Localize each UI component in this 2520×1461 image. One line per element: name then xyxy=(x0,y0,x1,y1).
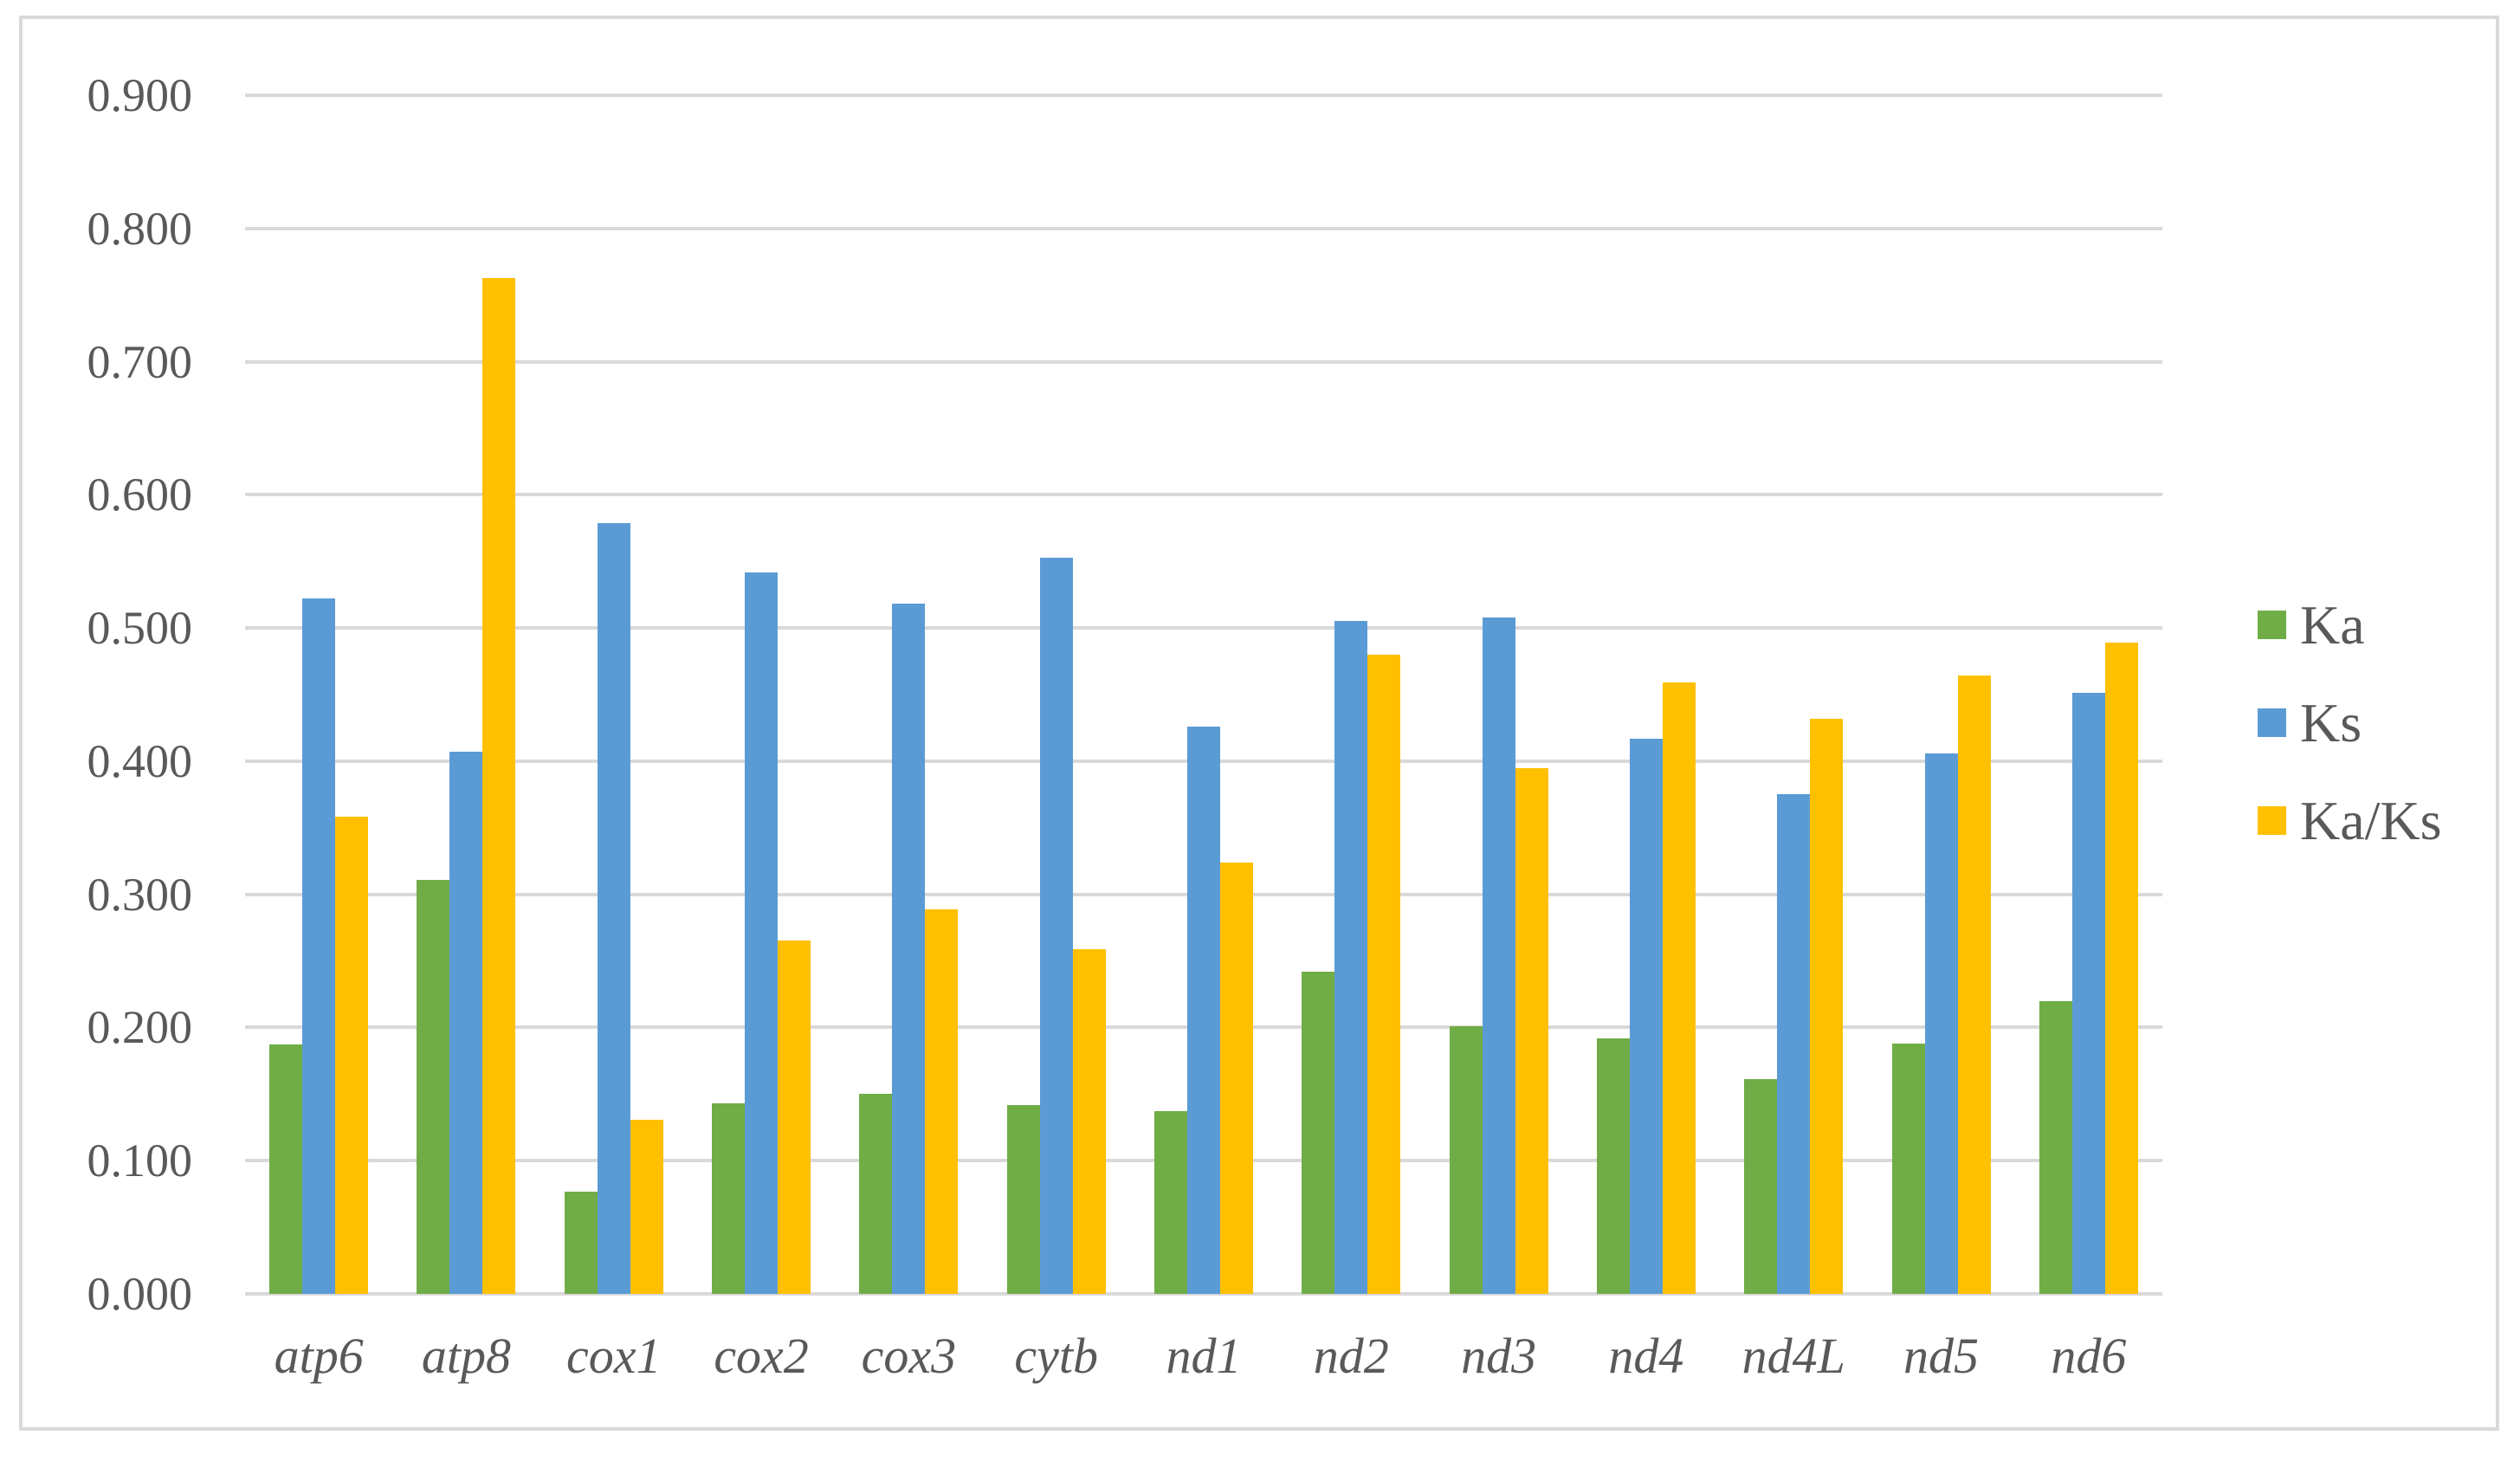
legend-swatch-Ka-Ks xyxy=(2258,806,2286,835)
legend-label-Ks: Ks xyxy=(2300,691,2362,753)
bar-Ka-atp6 xyxy=(269,1044,303,1294)
legend-swatch-Ka xyxy=(2258,611,2286,639)
bar-Ka-Ks-cox3 xyxy=(925,908,959,1294)
x-tick-label-nd4L: nd4L xyxy=(1741,1328,1845,1384)
x-tick-label-cox1: cox1 xyxy=(566,1328,662,1384)
bar-Ka-nd5 xyxy=(1891,1043,1925,1294)
bar-Ka-Ks-nd3 xyxy=(1515,767,1548,1294)
legend-label-Ka: Ka xyxy=(2300,593,2365,656)
bar-Ks-nd2 xyxy=(1334,621,1368,1294)
bar-Ka-Ks-nd4 xyxy=(1662,682,1696,1294)
bar-Ka-Ks-cytb xyxy=(1072,948,1106,1294)
y-tick-label-0.900: 0.900 xyxy=(87,69,193,121)
x-tick-label-nd3: nd3 xyxy=(1461,1328,1537,1384)
x-tick-label-cox3: cox3 xyxy=(861,1328,957,1384)
bar-Ks-atp8 xyxy=(449,752,483,1294)
bar-Ks-nd3 xyxy=(1482,617,1515,1294)
bar-Ka-cox3 xyxy=(859,1094,893,1294)
bar-Ka-nd4L xyxy=(1744,1079,1778,1294)
bar-Ka-nd2 xyxy=(1302,971,1335,1294)
y-tick-label-0.800: 0.800 xyxy=(87,202,193,255)
bar-Ka-Ks-nd5 xyxy=(1957,676,1991,1294)
bar-Ka-cox1 xyxy=(564,1191,598,1294)
gridline-0.500 xyxy=(245,626,2162,630)
bar-Ka-Ks-nd1 xyxy=(1220,862,1253,1294)
gridline-0.900 xyxy=(245,94,2162,97)
legend-row-Ka-Ks: Ka/Ks xyxy=(2258,792,2442,848)
bar-Ka-Ks-atp6 xyxy=(335,817,369,1294)
bar-Ks-cytb xyxy=(1039,557,1073,1294)
bar-Ka-nd3 xyxy=(1449,1025,1483,1294)
bar-Ks-nd4 xyxy=(1629,738,1663,1294)
x-tick-label-cytb: cytb xyxy=(1014,1328,1098,1384)
bar-Ka-nd4 xyxy=(1596,1038,1630,1294)
x-tick-label-nd5: nd5 xyxy=(1903,1328,1980,1384)
bar-Ka-Ks-nd2 xyxy=(1367,654,1401,1294)
y-tick-label-0.000: 0.000 xyxy=(87,1268,193,1320)
bar-Ka-Ks-nd6 xyxy=(2104,643,2138,1294)
y-tick-label-0.200: 0.200 xyxy=(87,1001,193,1054)
bar-Ks-atp6 xyxy=(302,598,336,1294)
y-tick-label-0.500: 0.500 xyxy=(87,602,193,655)
bar-Ka-Ks-atp8 xyxy=(482,277,516,1294)
x-tick-label-nd2: nd2 xyxy=(1313,1328,1389,1384)
y-tick-label-0.400: 0.400 xyxy=(87,734,193,787)
bar-Ka-nd6 xyxy=(2039,1000,2072,1294)
y-tick-label-0.300: 0.300 xyxy=(87,868,193,921)
bar-Ks-cox2 xyxy=(745,572,779,1294)
bar-Ka-atp8 xyxy=(417,879,450,1294)
y-tick-label-0.700: 0.700 xyxy=(87,335,193,388)
x-tick-label-nd4: nd4 xyxy=(1608,1328,1684,1384)
gridline-0.800 xyxy=(245,226,2162,230)
legend-row-Ka: Ka xyxy=(2258,597,2442,652)
legend-swatch-Ks xyxy=(2258,708,2286,737)
y-tick-label-0.100: 0.100 xyxy=(87,1135,193,1187)
x-tick-label-atp6: atp6 xyxy=(274,1328,364,1384)
bar-Ka-cox2 xyxy=(712,1103,746,1294)
bar-Ka-nd1 xyxy=(1154,1111,1187,1294)
bar-Ka-Ks-cox2 xyxy=(778,941,811,1294)
bar-Ks-nd1 xyxy=(1187,726,1220,1294)
y-tick-label-0.600: 0.600 xyxy=(87,469,193,521)
gridline-0.700 xyxy=(245,359,2162,364)
legend: Ka Ks Ka/Ks xyxy=(2258,597,2442,904)
bar-Ks-nd4L xyxy=(1777,794,1811,1294)
bar-Ks-cox3 xyxy=(892,604,926,1294)
x-tick-label-cox2: cox2 xyxy=(714,1328,809,1384)
bar-Ks-nd6 xyxy=(2071,693,2105,1294)
x-tick-label-nd1: nd1 xyxy=(1166,1328,1242,1384)
x-tick-label-atp8: atp8 xyxy=(421,1328,512,1384)
bar-Ka-Ks-cox1 xyxy=(630,1119,663,1294)
legend-label-Ka-Ks: Ka/Ks xyxy=(2300,789,2442,851)
bar-Ks-cox1 xyxy=(597,522,630,1294)
bar-Ka-cytb xyxy=(1006,1104,1040,1294)
bar-Ks-nd5 xyxy=(1924,753,1958,1294)
gridline-0.000 xyxy=(245,1292,2162,1296)
bar-Ka-Ks-nd4L xyxy=(1810,718,1844,1294)
gridline-0.600 xyxy=(245,493,2162,497)
legend-row-Ks: Ks xyxy=(2258,695,2442,750)
x-tick-label-nd6: nd6 xyxy=(2051,1328,2127,1384)
